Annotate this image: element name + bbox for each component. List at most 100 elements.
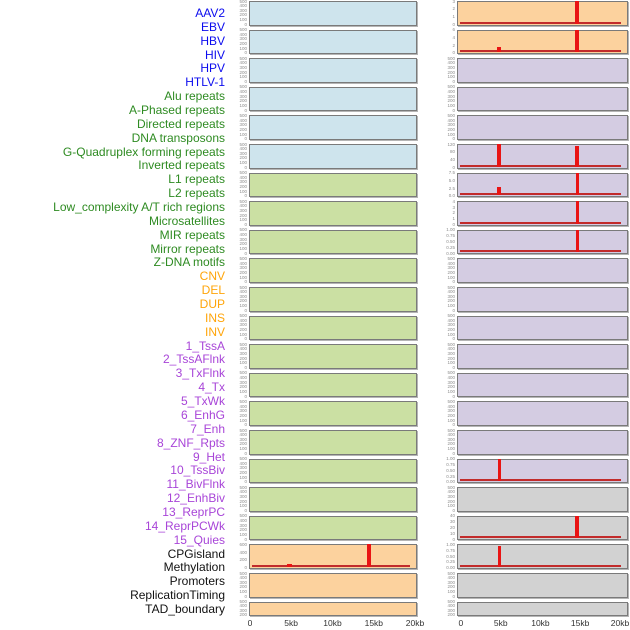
plot-l1-repeats: [249, 344, 417, 369]
track-label: 1_TssA: [185, 338, 225, 353]
y-tick-label: 400: [239, 31, 247, 37]
y-tick-label: 500: [239, 314, 247, 319]
y-tick-label: 400: [447, 317, 455, 323]
y-tick-label: 300: [447, 379, 455, 385]
y-tick-label: 100: [447, 74, 455, 80]
data-spike: [575, 229, 579, 253]
track-label: 8_ZNF_Rpts: [156, 435, 225, 450]
y-tick-label: 200: [447, 412, 455, 418]
y-tick-label: 200: [239, 327, 247, 333]
plot-hbv: [249, 58, 417, 83]
y-tick-label: 300: [239, 293, 247, 299]
y-tick-label: 500: [239, 171, 247, 176]
track-label: DNA transposons: [131, 130, 225, 145]
data-baseline: [460, 21, 621, 24]
y-tick-label: 100: [239, 102, 247, 108]
y-tick-label: 0: [244, 507, 247, 513]
y-tick-label: 80: [449, 149, 455, 155]
y-tick-label: 300: [239, 408, 247, 414]
plot-inv: [457, 29, 628, 55]
track-label: HBV: [200, 33, 225, 48]
x-axis-tick-label: 0: [458, 617, 464, 628]
y-tick-label: 400: [239, 575, 247, 581]
y-tick-label: 0.25: [446, 473, 455, 479]
track-label: Z-DNA motifs: [153, 255, 225, 270]
y-tick-label: 200: [239, 12, 247, 18]
plot-ebv: [249, 29, 417, 55]
y-tick-label: 400: [239, 146, 247, 152]
plot-14-reprpcwk: [457, 430, 628, 455]
y-tick-label: 500: [239, 285, 247, 290]
y-tick-label: 400: [447, 260, 455, 266]
y-tick-label: 40: [449, 514, 455, 519]
y-tick-label: 100: [239, 188, 247, 194]
y-tick-label: 200: [239, 498, 247, 504]
y-tick-label: 300: [239, 494, 247, 499]
y-tick-label: 0: [452, 536, 455, 542]
track-label: Mirror repeats: [150, 241, 225, 256]
y-tick-label: 300: [447, 351, 455, 356]
y-tick-label: 200: [447, 441, 455, 447]
plot-cpgisland: [457, 487, 628, 512]
data-spike: [575, 201, 579, 224]
x-axis-tick-label: 20kb: [610, 617, 630, 628]
y-tick-label: 400: [239, 3, 247, 9]
y-tick-label: 200: [447, 384, 455, 390]
data-spike: [575, 1, 580, 24]
x-axis-tick-label: 10kb: [323, 617, 342, 628]
y-tick-label: 300: [447, 65, 455, 70]
y-tick-label: 0: [452, 593, 455, 599]
y-tick-label: 300: [239, 236, 247, 242]
y-tick-label: 400: [239, 260, 247, 266]
y-tick-label: 200: [239, 69, 247, 75]
y-tick-label: 400: [447, 374, 455, 380]
track-label: A-Phased repeats: [128, 103, 225, 118]
y-tick-label: 300: [447, 93, 455, 99]
y-tick-label: 500: [447, 600, 455, 605]
y-tick-label: 200: [239, 611, 247, 617]
y-tick-label: 300: [239, 351, 247, 356]
y-axis-ticks: 1.00 0.75 0.50 0.25 0.00: [431, 543, 455, 571]
y-tick-label: 0: [244, 393, 247, 399]
plot-cnv: [249, 544, 417, 569]
y-tick-label: 0: [244, 164, 247, 170]
y-tick-label: 500: [447, 113, 455, 118]
y-tick-label: 200: [447, 584, 455, 590]
y-tick-label: 0: [452, 336, 455, 342]
y-tick-label: 100: [239, 331, 247, 337]
y-tick-label: 200: [447, 298, 455, 304]
y-tick-label: 300: [447, 322, 455, 328]
x-axis: 0 5kb 10kb 15kb 20kb: [457, 617, 630, 630]
track-label: 9_Het: [192, 449, 225, 464]
track-label: HTLV-1: [185, 75, 225, 90]
plot-l2-repeats: [249, 372, 417, 398]
y-tick-label: 200: [447, 269, 455, 275]
y-tick-label: 0: [244, 279, 247, 285]
y-tick-label: 0: [244, 136, 247, 142]
plot-1-tssa: [457, 58, 628, 83]
track-label: INV: [204, 324, 225, 339]
y-tick-label: 4: [452, 34, 455, 40]
y-tick-label: 100: [239, 388, 247, 394]
plot-15-quies: [457, 458, 628, 484]
y-tick-label: 120: [447, 142, 455, 147]
y-tick-label: 3: [452, 204, 455, 210]
y-tick-label: 500: [239, 571, 247, 576]
data-baseline: [460, 564, 621, 567]
y-tick-label: 300: [447, 122, 455, 128]
track-label: G-Quadruplex forming repeats: [62, 144, 225, 159]
y-tick-label: 100: [239, 217, 247, 223]
y-tick-label: 300: [239, 579, 247, 585]
y-tick-label: 0.75: [446, 461, 455, 467]
y-tick-label: 100: [447, 589, 455, 595]
y-tick-label: 100: [239, 303, 247, 309]
x-axis-tick-label: 15kb: [364, 617, 384, 628]
